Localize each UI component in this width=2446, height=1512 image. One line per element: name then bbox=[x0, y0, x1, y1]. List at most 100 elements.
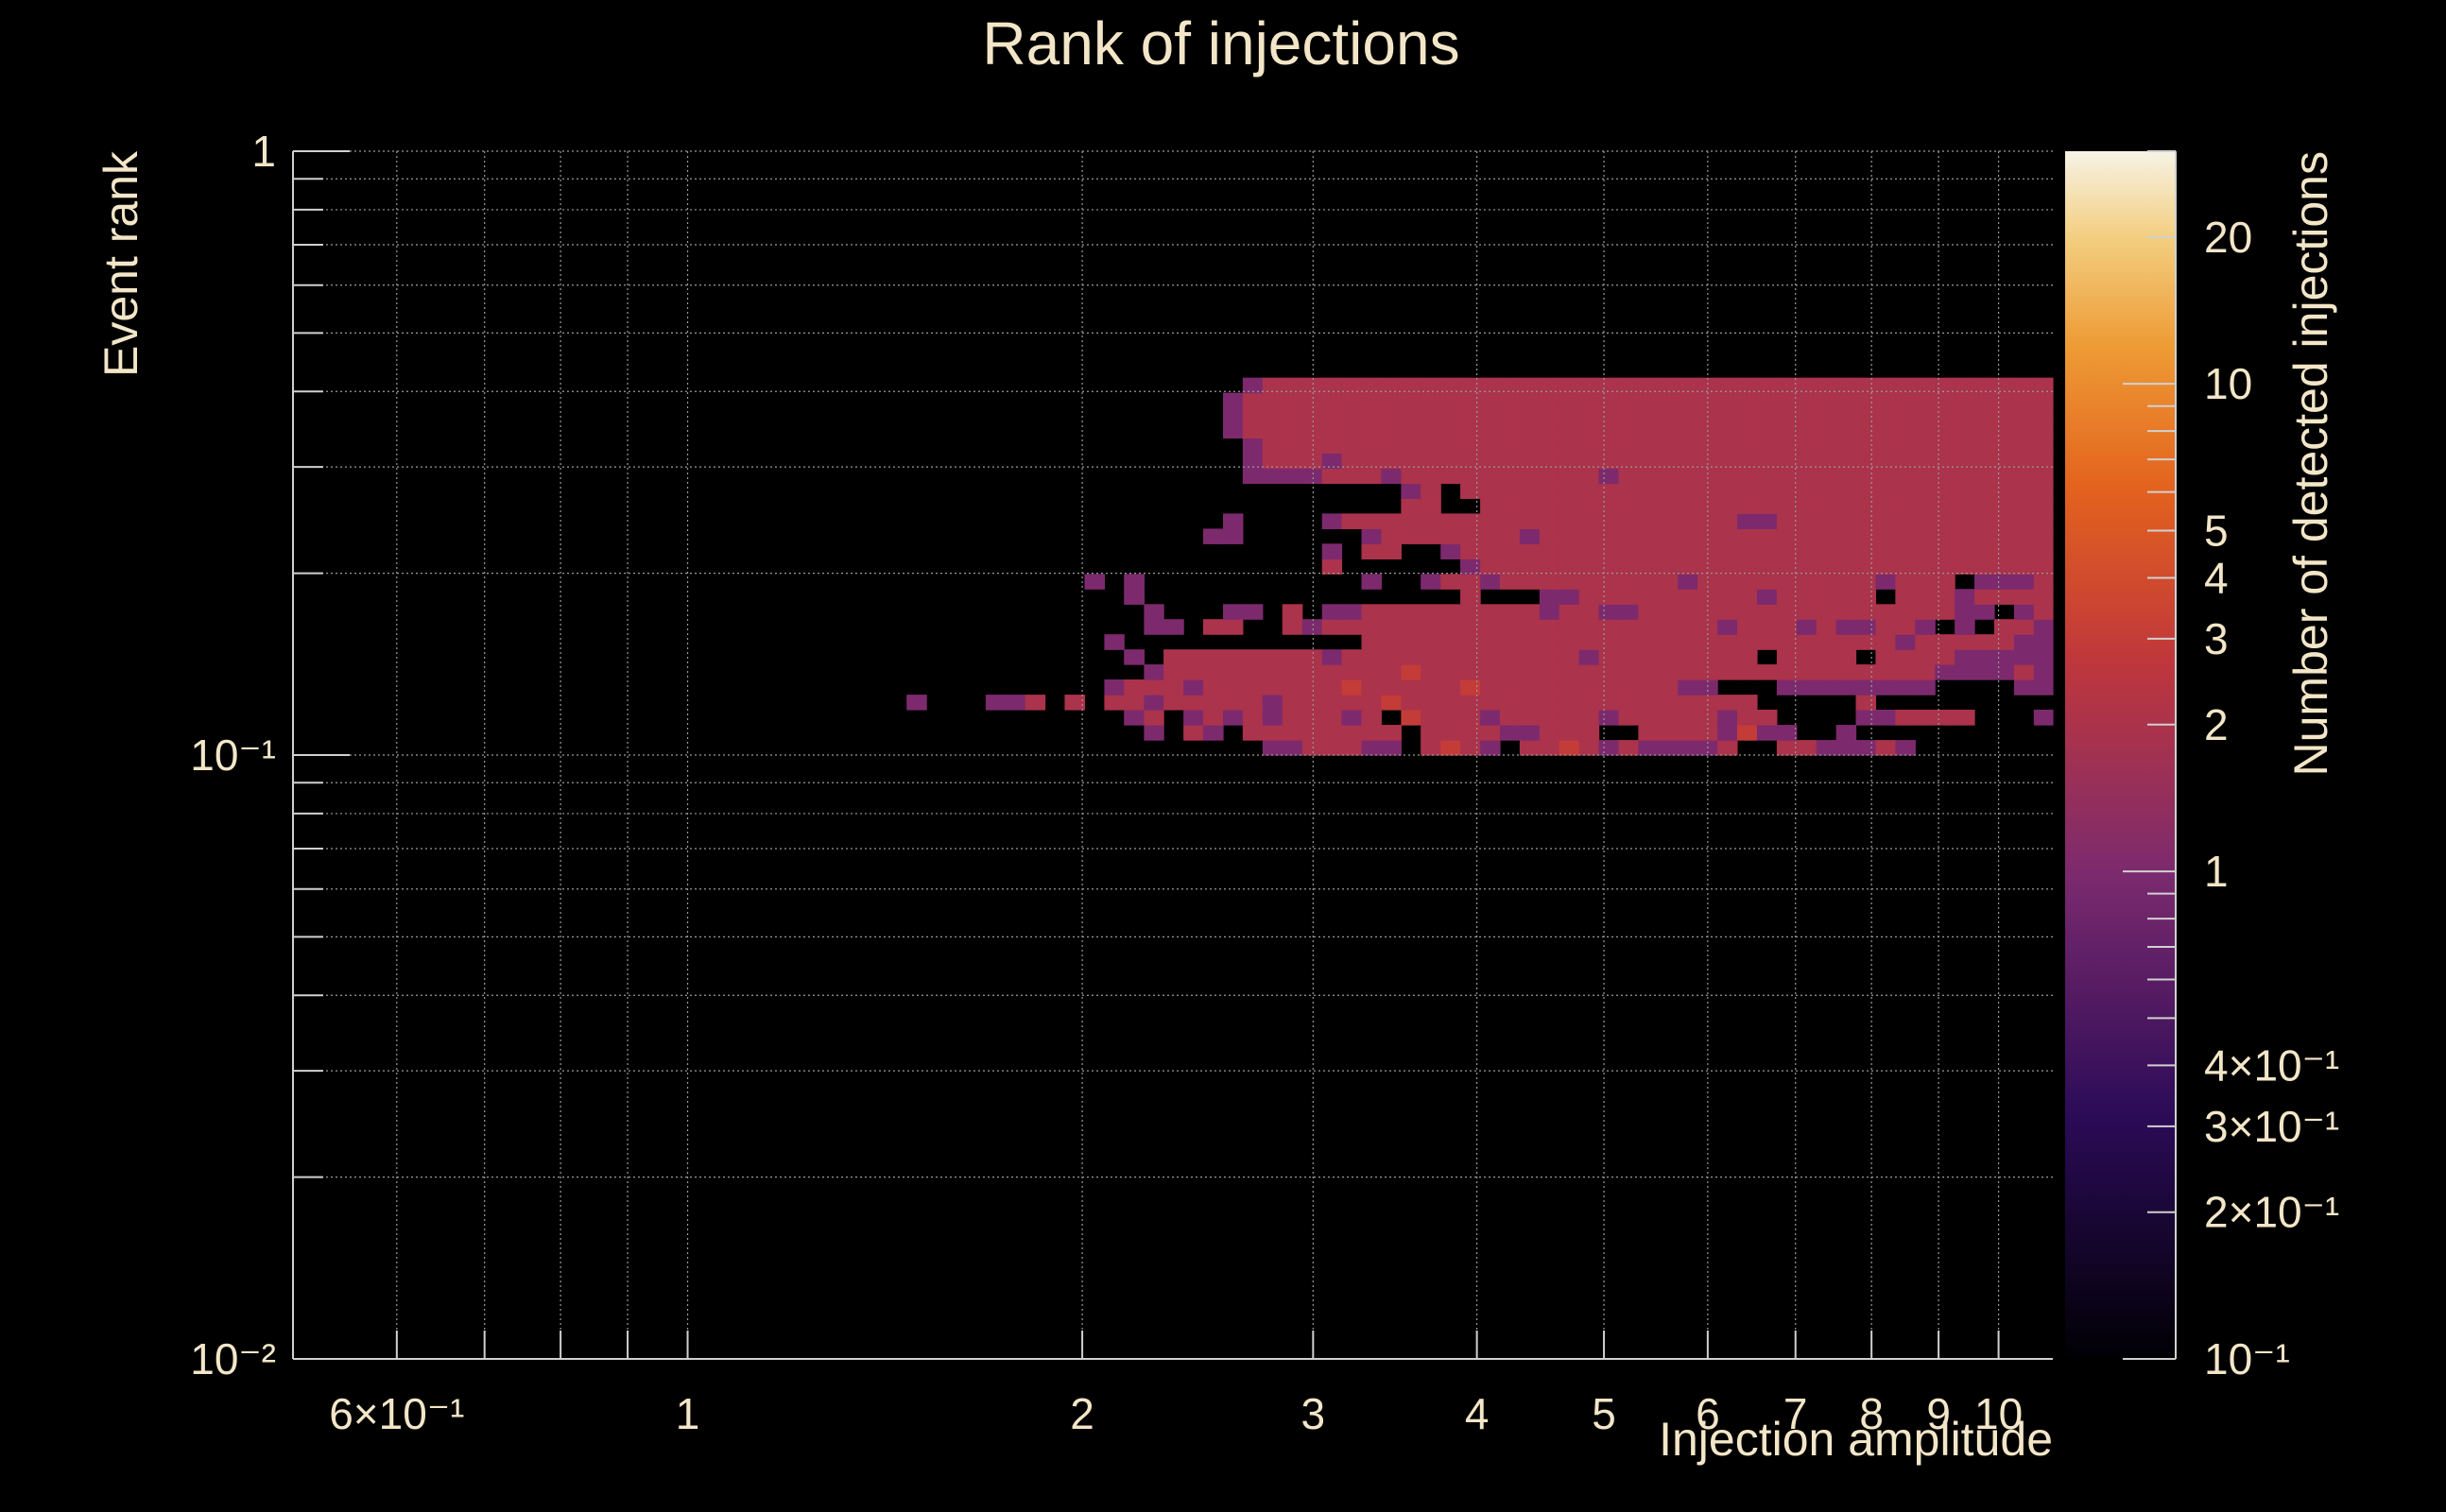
heatmap-cell bbox=[1421, 422, 1441, 439]
heatmap-cell bbox=[1835, 574, 1857, 590]
heatmap-cell bbox=[1955, 634, 1975, 650]
heatmap-cell bbox=[1618, 558, 1639, 575]
heatmap-cell bbox=[1974, 574, 1995, 590]
heatmap-cell bbox=[1855, 513, 1877, 530]
heatmap-cell bbox=[1381, 468, 1402, 485]
heatmap-cell bbox=[1993, 483, 2015, 499]
heatmap-cell bbox=[1638, 377, 1659, 394]
heatmap-cell bbox=[1935, 498, 1955, 514]
x-tick-label: 6×10⁻¹ bbox=[329, 1389, 464, 1438]
heatmap-cell bbox=[1163, 619, 1184, 635]
heatmap-cell bbox=[1440, 453, 1461, 470]
heatmap-cell bbox=[1816, 574, 1837, 590]
x-axis-label: Injection amplitude bbox=[1659, 1413, 2053, 1466]
heatmap-cell bbox=[1658, 709, 1679, 726]
heatmap-cell bbox=[1776, 513, 1798, 530]
heatmap-cell bbox=[1381, 543, 1402, 559]
heatmap-cell bbox=[1064, 695, 1086, 711]
x-tick-label: 2 bbox=[1070, 1389, 1094, 1438]
heatmap-cell bbox=[1816, 679, 1837, 696]
heatmap-cell bbox=[1796, 498, 1817, 514]
heatmap-cell bbox=[1697, 483, 1718, 499]
heatmap-cell bbox=[1974, 483, 1995, 499]
heatmap-cell bbox=[1974, 498, 1995, 514]
heatmap-cell bbox=[1321, 725, 1343, 741]
heatmap-cell bbox=[1776, 558, 1798, 575]
heatmap-cell bbox=[1974, 543, 1995, 559]
heatmap-cell bbox=[1578, 377, 1600, 394]
heatmap-cell bbox=[1678, 422, 1698, 439]
heatmap-cell bbox=[1638, 453, 1659, 470]
heatmap-cell bbox=[1223, 649, 1244, 665]
heatmap-cell bbox=[1658, 513, 1679, 530]
heatmap-cell bbox=[1598, 664, 1620, 680]
heatmap-cell bbox=[1262, 468, 1283, 485]
heatmap-cell bbox=[1955, 422, 1975, 439]
heatmap-cell bbox=[1717, 604, 1738, 620]
heatmap-cell bbox=[1697, 453, 1718, 470]
heatmap-cell bbox=[1796, 513, 1817, 530]
heatmap-cell bbox=[1282, 740, 1303, 756]
heatmap-cell bbox=[1321, 664, 1343, 680]
heatmap-cell bbox=[1202, 679, 1224, 696]
heatmap-cell bbox=[1578, 528, 1600, 544]
heatmap-cell bbox=[1955, 438, 1975, 455]
heatmap-cell bbox=[1421, 634, 1441, 650]
heatmap-cell bbox=[1104, 695, 1125, 711]
heatmap-cell bbox=[1480, 558, 1501, 575]
heatmap-cell bbox=[1381, 513, 1402, 530]
heatmap-cell bbox=[1578, 649, 1600, 665]
heatmap-cell bbox=[1421, 649, 1441, 665]
heatmap-cell bbox=[1678, 725, 1698, 741]
heatmap-cell bbox=[1618, 634, 1639, 650]
heatmap-cell bbox=[1460, 468, 1481, 485]
heatmap-cell bbox=[1935, 528, 1955, 544]
heatmap-cell bbox=[1875, 664, 1896, 680]
heatmap-cell bbox=[1756, 377, 1778, 394]
heatmap-cell bbox=[1796, 649, 1817, 665]
heatmap-cell bbox=[1736, 695, 1758, 711]
heatmap-cell bbox=[1301, 392, 1323, 409]
heatmap-cell bbox=[1796, 634, 1817, 650]
heatmap-cell bbox=[1301, 407, 1323, 424]
heatmap-cell bbox=[1736, 513, 1758, 530]
heatmap-cell bbox=[1678, 483, 1698, 499]
heatmap-cell bbox=[1499, 558, 1521, 575]
heatmap-cell bbox=[1144, 679, 1164, 696]
heatmap-cell bbox=[1341, 392, 1363, 409]
heatmap-cell bbox=[1618, 407, 1639, 424]
heatmap-cell bbox=[1638, 513, 1659, 530]
heatmap-cell bbox=[1421, 377, 1441, 394]
heatmap-cell bbox=[1638, 392, 1659, 409]
heatmap-cell bbox=[1421, 407, 1441, 424]
heatmap-cell bbox=[1835, 679, 1857, 696]
heatmap-cell bbox=[1638, 498, 1659, 514]
heatmap-cell bbox=[1539, 604, 1560, 620]
heatmap-cell bbox=[1955, 453, 1975, 470]
heatmap-cell bbox=[1935, 377, 1955, 394]
heatmap-cell bbox=[1361, 740, 1382, 756]
x-tick-label: 3 bbox=[1301, 1389, 1326, 1438]
heatmap-cell bbox=[1855, 695, 1877, 711]
heatmap-cell bbox=[1855, 664, 1877, 680]
heatmap-cell bbox=[1440, 695, 1461, 711]
heatmap-cell bbox=[1915, 453, 1936, 470]
heatmap-cell bbox=[1756, 543, 1778, 559]
heatmap-cell bbox=[1776, 740, 1798, 756]
heatmap-cell bbox=[1736, 664, 1758, 680]
heatmap-cell bbox=[1697, 619, 1718, 635]
heatmap-cell bbox=[1361, 543, 1382, 559]
heatmap-cell bbox=[1816, 664, 1837, 680]
heatmap-cell bbox=[1895, 407, 1916, 424]
heatmap-cell bbox=[1993, 377, 2015, 394]
heatmap-cell bbox=[1163, 679, 1184, 696]
heatmap-cell bbox=[1638, 574, 1659, 590]
heatmap-cell bbox=[1559, 695, 1580, 711]
heatmap-cell bbox=[1499, 649, 1521, 665]
heatmap-cell bbox=[1835, 513, 1857, 530]
heatmap-cell bbox=[1321, 649, 1343, 665]
heatmap-cell bbox=[1480, 407, 1501, 424]
heatmap-cell bbox=[1539, 695, 1560, 711]
heatmap-cell bbox=[1301, 664, 1323, 680]
heatmap-cell bbox=[1301, 453, 1323, 470]
